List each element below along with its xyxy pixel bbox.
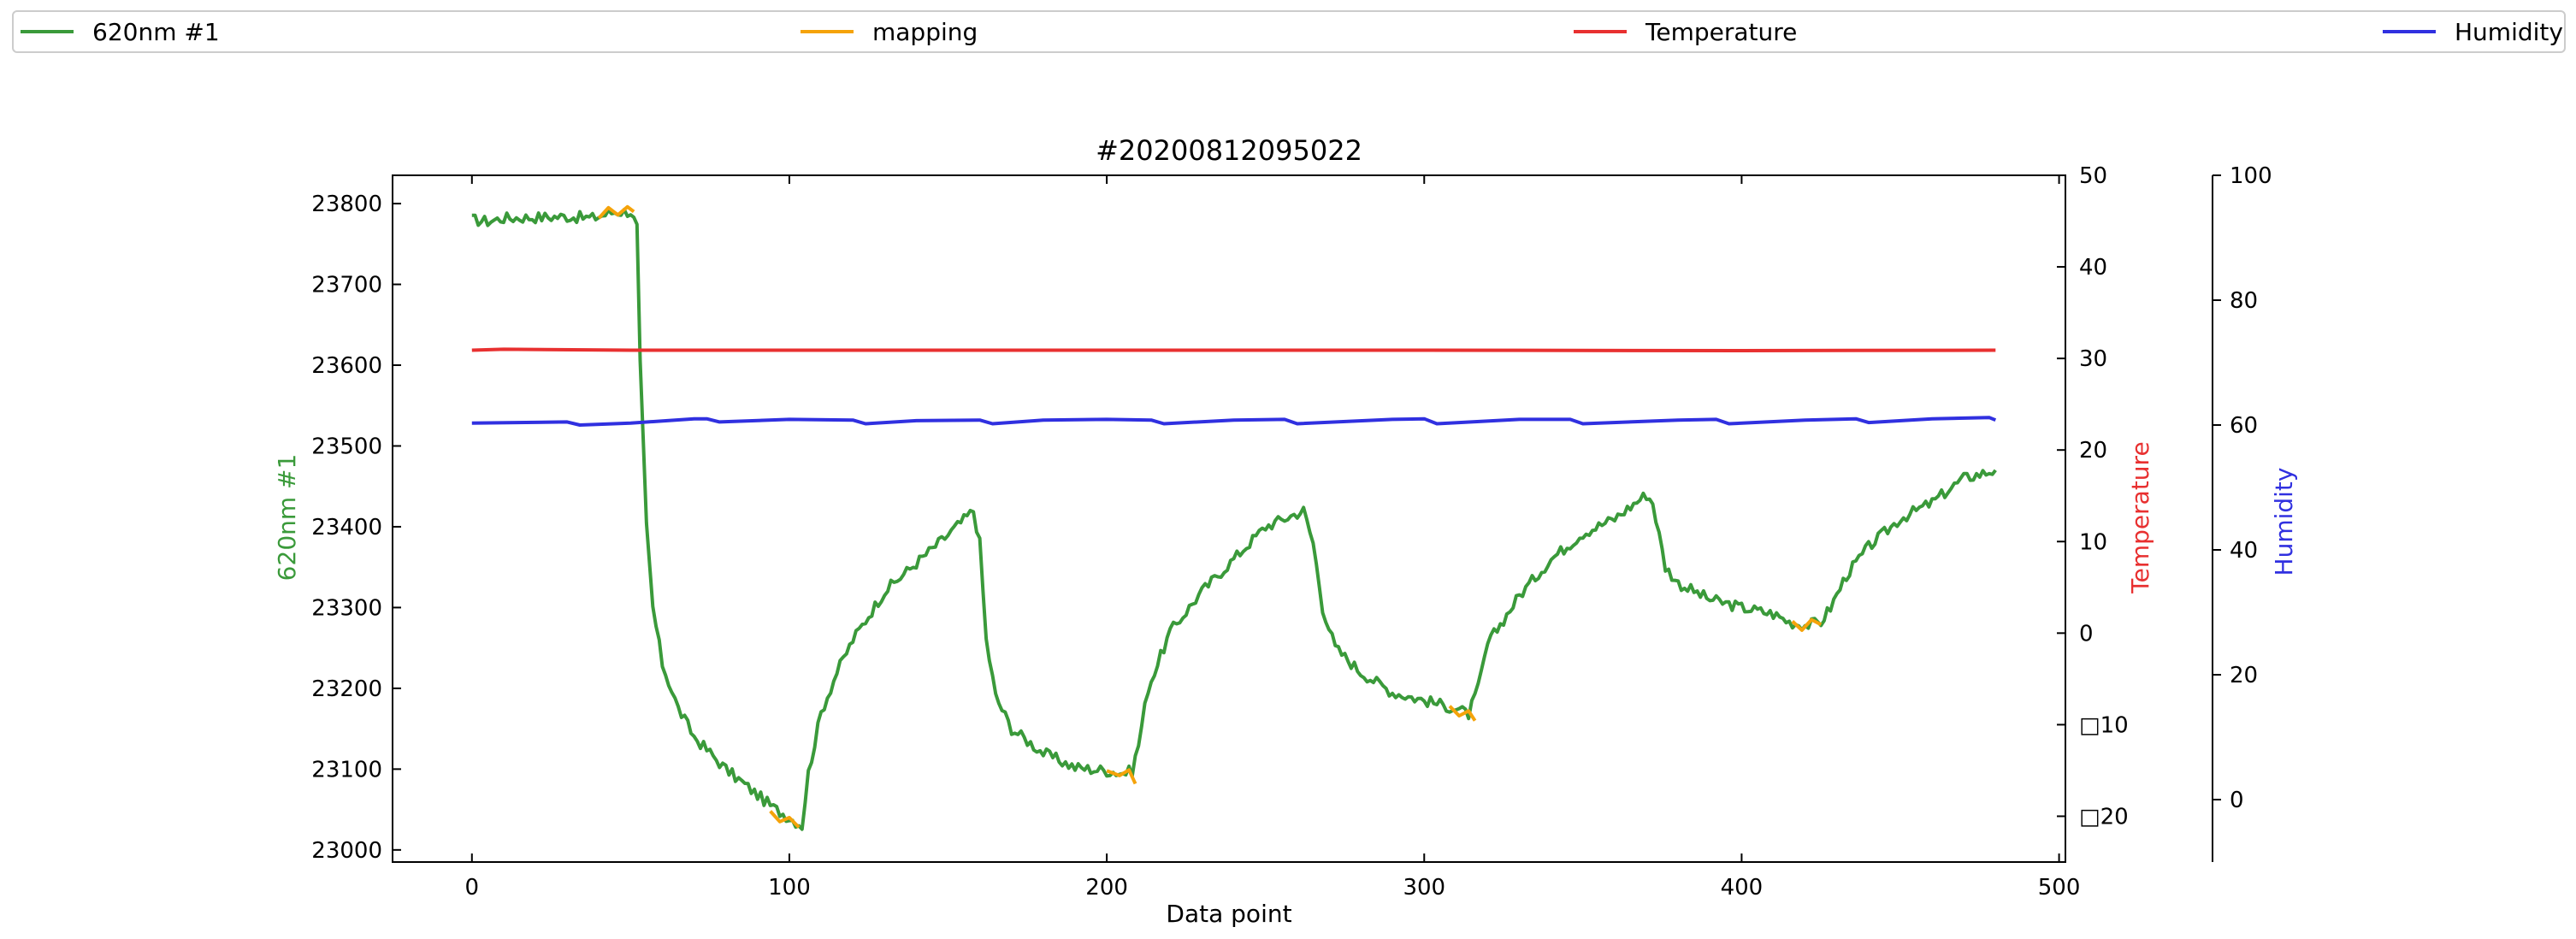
humidity-tick-label: 100 <box>2230 163 2272 189</box>
legend-swatch <box>801 30 854 33</box>
humidity-tick-label: 20 <box>2230 663 2258 688</box>
plot-frame <box>392 174 2066 863</box>
left-tick-label: 23700 <box>311 273 382 298</box>
temperature-tick-label: 20 <box>2079 438 2107 464</box>
left-tick-label: 23300 <box>311 595 382 621</box>
series-line-mapping-segment <box>1448 705 1477 722</box>
legend-label: Humidity <box>2455 17 2563 46</box>
series-line-mapping-segment <box>1106 768 1137 785</box>
x-tick-label: 200 <box>1085 875 1128 901</box>
x-tick-label: 300 <box>1403 875 1445 901</box>
y-axis-label-620nm: 620nm #1 <box>273 454 301 582</box>
series-line-620nm-1 <box>471 208 1997 831</box>
series-line-temperature <box>471 347 1996 352</box>
legend-swatch <box>2383 30 2436 33</box>
series-line-mapping-segment <box>597 204 635 220</box>
left-tick-label: 23800 <box>311 192 382 217</box>
series-line-humidity <box>471 416 1997 427</box>
y-axis-label-humidity: Humidity <box>2270 468 2298 576</box>
chart-title: #20200812095022 <box>1096 134 1362 167</box>
series-layer <box>471 204 1997 831</box>
left-tick-label: 23100 <box>311 757 382 782</box>
x-tick-label: 400 <box>1721 875 1764 901</box>
x-axis-label: Data point <box>1166 900 1291 928</box>
humidity-tick-label: 40 <box>2230 538 2258 564</box>
legend-label: mapping <box>872 17 978 46</box>
legend-label: Temperature <box>1645 17 1798 46</box>
series-line-mapping-segment <box>769 810 801 829</box>
legend-item-620nm: 620nm #1 <box>21 12 220 51</box>
temperature-tick-label: 40 <box>2079 255 2107 281</box>
left-tick-label: 23600 <box>311 353 382 379</box>
humidity-tick-label: 0 <box>2230 788 2244 813</box>
humidity-tick-label: 60 <box>2230 413 2258 439</box>
temperature-tick-label: 10 <box>2079 529 2107 555</box>
left-tick-label: 23500 <box>311 434 382 459</box>
left-tick-label: 23200 <box>311 676 382 702</box>
temperature-tick-label: 50 <box>2079 163 2107 189</box>
axes-layer: 0 100 200 300 400 500230002310023200233002340… <box>311 163 2272 901</box>
temperature-tick-label: □20 <box>2079 804 2129 830</box>
left-tick-label: 23000 <box>311 838 382 864</box>
series-line-mapping-segment <box>1791 617 1823 632</box>
x-tick-label: 500 <box>2038 875 2081 901</box>
legend-swatch <box>1574 30 1627 33</box>
legend-swatch <box>21 30 74 33</box>
temperature-tick-label: 30 <box>2079 346 2107 372</box>
legend-item-temperature: Temperature <box>1574 12 1797 51</box>
legend-item-mapping: mapping <box>801 12 978 51</box>
left-tick-label: 23400 <box>311 515 382 540</box>
humidity-tick-label: 80 <box>2230 288 2258 314</box>
x-tick-label: 100 <box>768 875 811 901</box>
chart-legend: 620nm #1 mapping Temperature Humidity <box>12 10 2566 53</box>
legend-label: 620nm #1 <box>92 17 220 46</box>
temperature-tick-label: 0 <box>2079 621 2094 647</box>
y-axis-label-temperature: Temperature <box>2126 441 2154 594</box>
x-tick-label: 0 <box>465 875 480 901</box>
legend-item-humidity: Humidity <box>2383 12 2563 51</box>
temperature-tick-label: □10 <box>2079 712 2129 738</box>
